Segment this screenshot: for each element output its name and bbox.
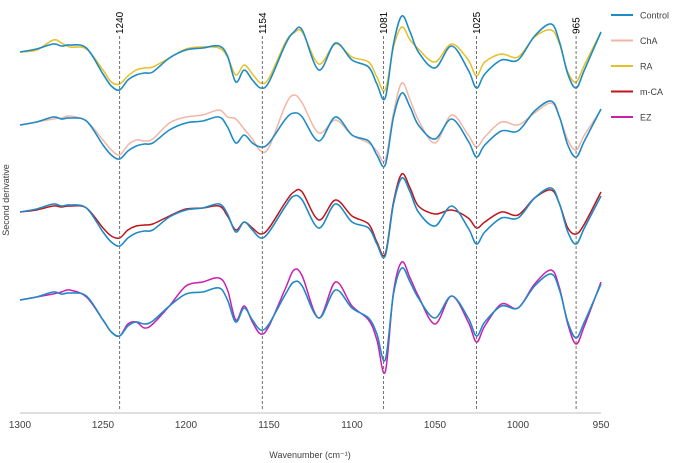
legend-label-control: Control — [640, 11, 669, 21]
x-tick-1300: 1300 — [9, 420, 32, 431]
trace-ez-panel-4 — [19, 261, 602, 375]
reference-lines: 1240 1154 1081 1025 965 — [115, 11, 583, 410]
x-tick-1000: 1000 — [507, 420, 530, 431]
x-tick-1150: 1150 — [258, 420, 280, 431]
trace-control-panel-3 — [19, 176, 602, 259]
x-tick-1100: 1100 — [341, 420, 363, 431]
traces-group — [19, 15, 602, 375]
trace-ra-panel-1 — [19, 26, 602, 92]
peak-label-1025: 1025 — [472, 11, 483, 34]
peak-label-1240: 1240 — [115, 11, 126, 34]
x-axis-title: Wavenumber (cm⁻¹) — [269, 450, 350, 460]
x-tick-1250: 1250 — [92, 420, 115, 431]
x-axis-ticks: 1300 1250 1200 1150 1100 1050 1000 950 — [9, 420, 610, 431]
legend: Control ChA RA m-CA EZ — [611, 11, 669, 123]
peak-label-965: 965 — [572, 17, 583, 34]
x-tick-950: 950 — [593, 420, 610, 431]
trace-control-panel-2 — [19, 92, 602, 168]
y-axis-title: Second derivative — [1, 164, 11, 236]
peak-label-1081: 1081 — [379, 11, 390, 34]
legend-label-ra: RA — [640, 62, 653, 72]
legend-label-ez: EZ — [640, 113, 652, 123]
peak-label-1154: 1154 — [258, 12, 269, 34]
trace-m-ca-panel-3 — [19, 172, 602, 257]
x-tick-1050: 1050 — [424, 420, 447, 431]
legend-label-cha: ChA — [640, 36, 658, 46]
trace-control-panel-4 — [19, 267, 602, 362]
trace-control-panel-1 — [19, 15, 602, 101]
legend-label-m-ca: m-CA — [640, 87, 663, 97]
x-tick-1200: 1200 — [175, 420, 198, 431]
trace-cha-panel-2 — [19, 82, 602, 163]
